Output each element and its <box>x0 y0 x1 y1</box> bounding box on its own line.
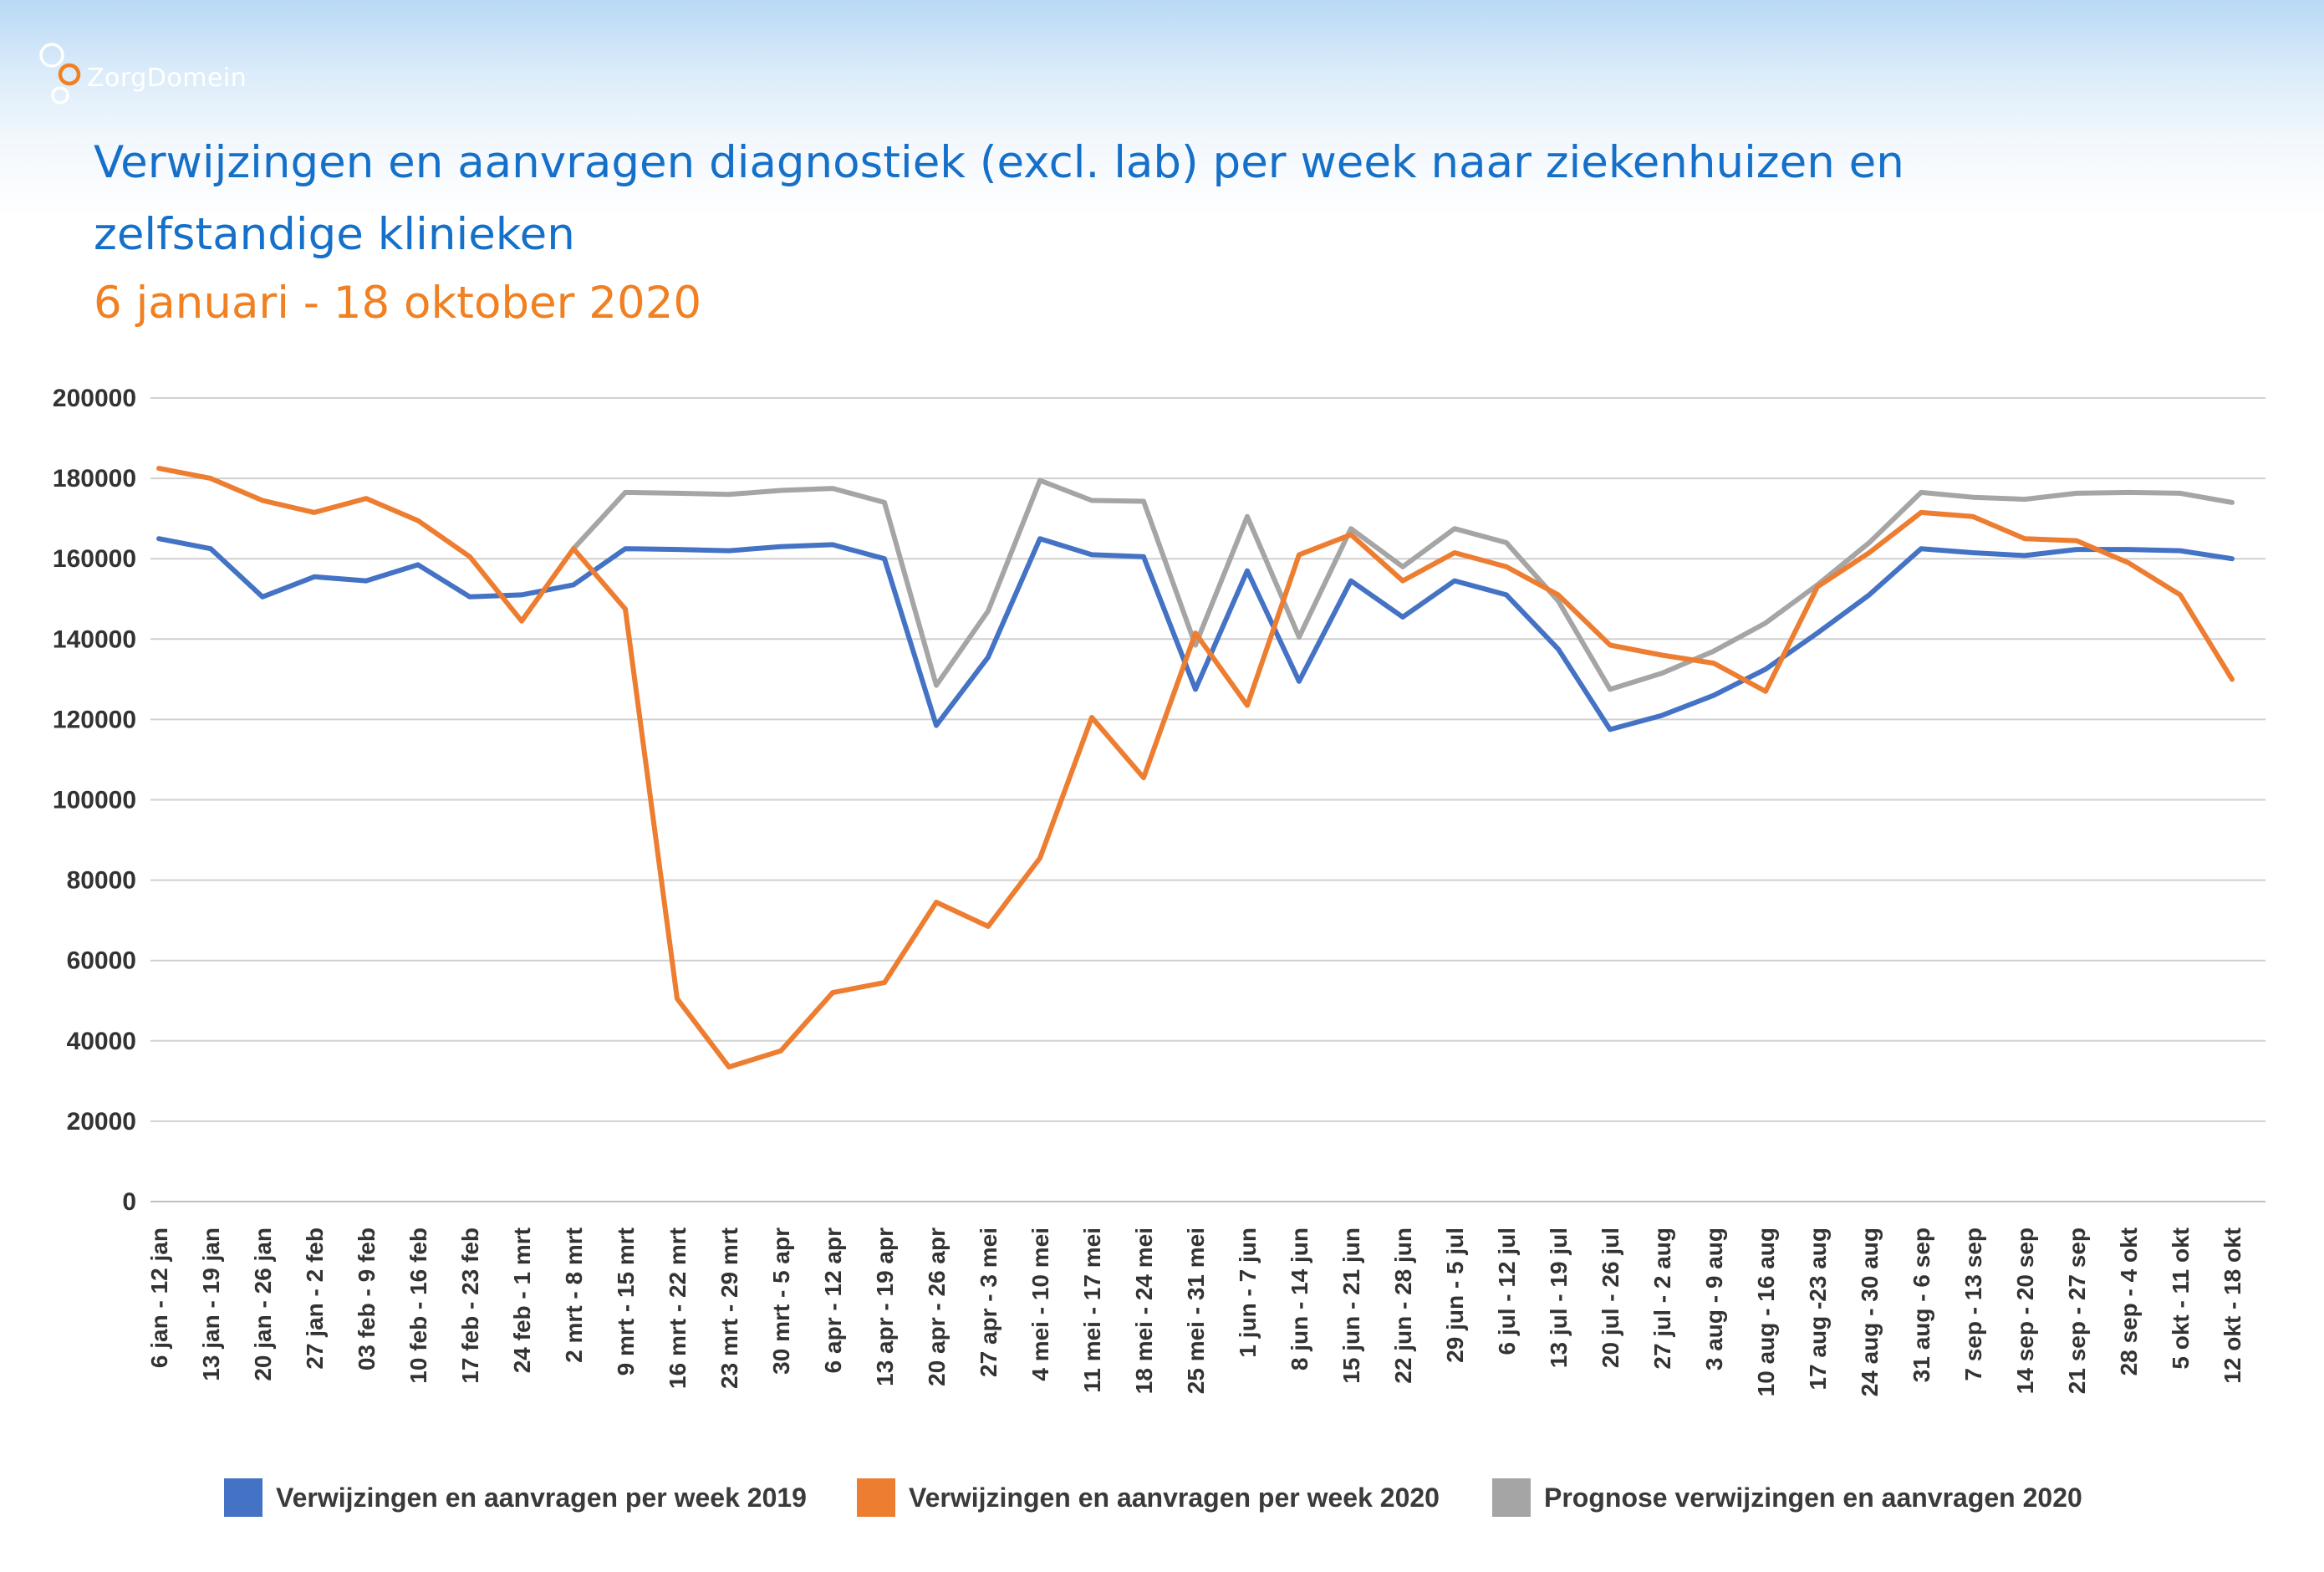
legend-swatch <box>857 1478 895 1517</box>
x-tick-label: 23 mrt - 29 mrt <box>716 1227 742 1389</box>
x-tick-label: 16 mrt - 22 mrt <box>665 1227 691 1389</box>
logo-mark-icon <box>39 43 81 105</box>
x-tick-label: 3 aug - 9 aug <box>1701 1227 1727 1370</box>
y-tick-label: 120000 <box>53 706 136 733</box>
legend-item: Prognose verwijzingen en aanvragen 2020 <box>1492 1473 2082 1522</box>
x-tick-label: 18 mei - 24 mei <box>1131 1227 1157 1394</box>
x-tick-label: 21 sep - 27 sep <box>2064 1227 2090 1394</box>
series-lines <box>156 466 2235 1069</box>
x-tick-label: 9 mrt - 15 mrt <box>613 1227 639 1376</box>
x-tick-label: 14 sep - 20 sep <box>2012 1227 2038 1394</box>
x-tick-label: 20 jan - 26 jan <box>250 1227 276 1381</box>
y-tick-label: 160000 <box>53 545 136 573</box>
zorgdomein-logo: ZorgDomein <box>35 38 286 114</box>
x-tick-label: 24 feb - 1 mrt <box>509 1227 535 1373</box>
legend-label: Prognose verwijzingen en aanvragen 2020 <box>1544 1482 2082 1513</box>
y-tick-label: 60000 <box>67 947 136 975</box>
x-tick-label: 27 apr - 3 mei <box>976 1227 1001 1377</box>
y-tick-label: 80000 <box>67 867 136 895</box>
legend-swatch <box>1492 1478 1531 1517</box>
x-tick-label: 03 feb - 9 feb <box>354 1227 380 1370</box>
x-tick-label: 31 aug - 6 sep <box>1909 1227 1934 1382</box>
x-tick-label: 4 mei - 10 mei <box>1027 1227 1053 1381</box>
y-tick-label: 20000 <box>67 1108 136 1136</box>
x-tick-label: 17 aug -23 aug <box>1805 1227 1831 1391</box>
x-tick-label: 6 apr - 12 apr <box>820 1227 846 1373</box>
series-line-1 <box>156 536 2235 732</box>
x-tick-label: 24 aug - 30 aug <box>1857 1227 1883 1396</box>
line-chart: 0 20000 40000 60000 80000 100000 120000 140000 1… <box>53 385 2265 1396</box>
gridlines <box>150 397 2265 1202</box>
x-tick-label: 10 aug - 16 aug <box>1753 1227 1779 1396</box>
x-tick-label: 12 okt - 18 okt <box>2220 1227 2245 1384</box>
x-tick-label: 29 jun - 5 jul <box>1442 1227 1468 1363</box>
x-tick-label: 2 mrt - 8 mrt <box>561 1227 587 1363</box>
series-line-3 <box>571 477 2235 692</box>
y-tick-label: 180000 <box>53 465 136 493</box>
y-tick-label: 100000 <box>53 787 136 814</box>
page-title-line-2: zelfstandige klinieken <box>94 209 575 260</box>
chart-legend: Verwijzingen en aanvragen per week 2019 V… <box>0 1473 2324 1522</box>
y-tick-label: 140000 <box>53 625 136 653</box>
y-tick-label: 0 <box>122 1188 136 1216</box>
x-tick-label: 15 jun - 21 jun <box>1338 1227 1364 1384</box>
x-tick-label: 11 mei - 17 mei <box>1079 1227 1105 1393</box>
page-subtitle: 6 januari - 18 oktober 2020 <box>94 278 702 329</box>
x-tick-label: 13 jan - 19 jan <box>198 1227 224 1381</box>
x-tick-label: 5 okt - 11 okt <box>2168 1227 2194 1370</box>
x-tick-label: 20 jul - 26 jul <box>1598 1227 1623 1368</box>
legend-item: Verwijzingen en aanvragen per week 2020 <box>857 1473 1440 1522</box>
x-tick-label: 8 jun - 14 jun <box>1287 1227 1312 1370</box>
x-tick-label: 27 jul - 2 aug <box>1649 1227 1675 1370</box>
x-tick-label: 17 feb - 23 feb <box>457 1227 483 1384</box>
x-tick-label: 30 mrt - 5 apr <box>768 1227 794 1375</box>
page-title-line-1: Verwijzingen en aanvragen diagnostiek (e… <box>94 137 1904 188</box>
x-tick-label: 28 sep - 4 okt <box>2116 1227 2142 1376</box>
x-tick-label: 7 sep - 13 sep <box>1960 1227 1986 1381</box>
legend-swatch <box>224 1478 262 1517</box>
y-tick-label: 200000 <box>53 385 136 412</box>
legend-label: Verwijzingen en aanvragen per week 2019 <box>276 1482 807 1513</box>
series-line-2 <box>156 466 2235 1069</box>
logo-wordmark: ZorgDomein <box>87 64 247 93</box>
x-tick-label: 6 jan - 12 jan <box>146 1227 172 1368</box>
legend-label: Verwijzingen en aanvragen per week 2020 <box>909 1482 1440 1513</box>
legend-item: Verwijzingen en aanvragen per week 2019 <box>224 1473 807 1522</box>
x-tick-label: 1 jun - 7 jun <box>1235 1227 1261 1358</box>
x-tick-label: 6 jul - 12 jul <box>1494 1227 1520 1355</box>
x-tick-label: 10 feb - 16 feb <box>405 1227 431 1384</box>
x-tick-label: 13 apr - 19 apr <box>872 1227 898 1386</box>
x-tick-label: 20 apr - 26 apr <box>924 1227 950 1386</box>
y-axis-tick-labels: 0 20000 40000 60000 80000 100000 120000 140000 1… <box>53 385 136 1216</box>
x-tick-label: 22 jun - 28 jun <box>1390 1227 1416 1384</box>
x-tick-label: 13 jul - 19 jul <box>1546 1227 1572 1368</box>
x-axis-tick-labels: 6 jan - 12 jan 13 jan - 19 jan 20 jan - 26… <box>146 1227 2245 1396</box>
x-tick-label: 25 mei - 31 mei <box>1183 1227 1209 1394</box>
x-tick-label: 27 jan - 2 feb <box>302 1227 328 1370</box>
y-tick-label: 40000 <box>67 1028 136 1055</box>
